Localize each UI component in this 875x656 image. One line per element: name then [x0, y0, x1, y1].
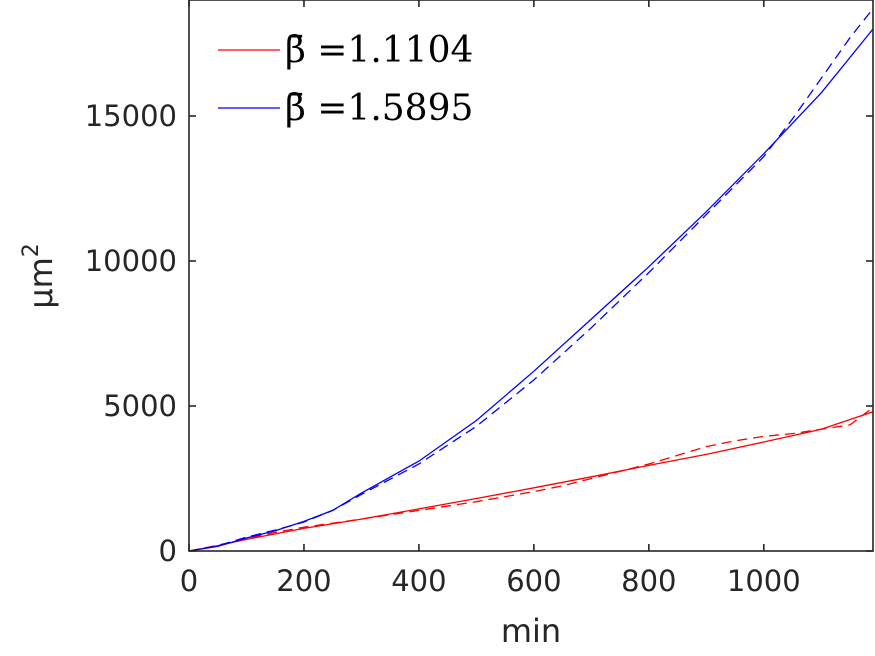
y-tick-label-3: 15000 [85, 99, 177, 133]
x-axis-title: min [501, 612, 561, 650]
x-ticks: 0 200 400 600 800 1000 [180, 0, 801, 598]
plot-lines [188, 8, 874, 552]
series-line-3 [188, 8, 874, 552]
series-line-2 [188, 28, 874, 552]
x-tick-label-4: 800 [621, 564, 676, 598]
legend-label-red: β̄ =1.1104 [285, 30, 473, 71]
series-line-0 [188, 411, 874, 552]
x-tick-label-0: 0 [180, 564, 198, 598]
series-line-1 [188, 406, 874, 552]
y-ticks: 0 5000 10000 15000 [85, 99, 873, 568]
x-tick-label-5: 1000 [727, 564, 801, 598]
legend: β̄ =1.1104 β̄ =1.5895 [218, 30, 473, 129]
x-tick-label-1: 200 [276, 564, 331, 598]
y-tick-label-0: 0 [159, 534, 177, 568]
y-axis-title: μm2 [19, 243, 60, 309]
y-tick-label-2: 10000 [85, 244, 177, 278]
y-tick-label-1: 5000 [103, 389, 177, 423]
plot-frame [188, 0, 874, 552]
x-tick-label-3: 600 [506, 564, 561, 598]
x-tick-label-2: 400 [391, 564, 446, 598]
legend-label-blue: β̄ =1.5895 [285, 88, 473, 129]
